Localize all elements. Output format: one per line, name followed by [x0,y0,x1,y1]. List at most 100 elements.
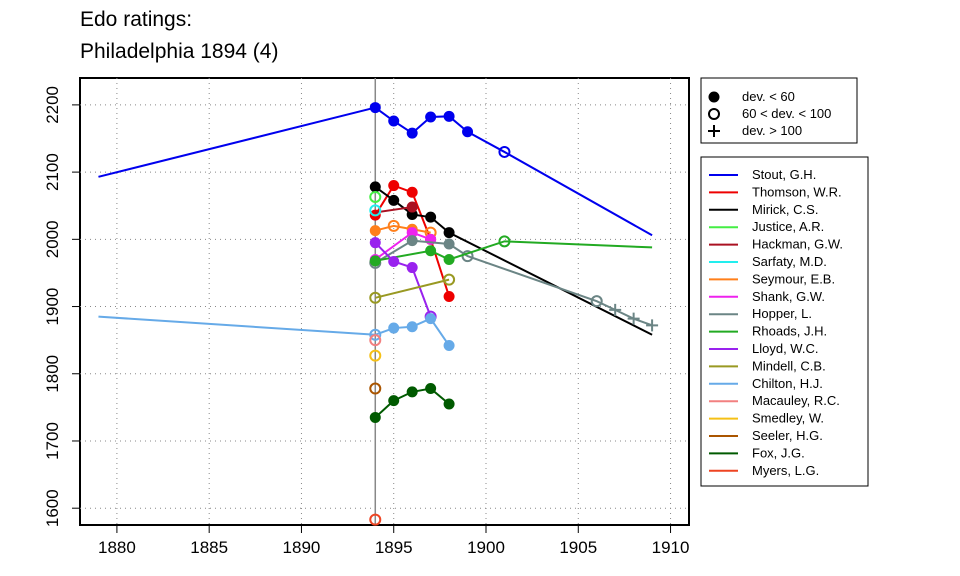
data-point [443,238,455,250]
series-sarfaty-m-d [369,204,382,217]
marker-legend-symbol [708,91,720,103]
x-tick-label: 1900 [467,538,505,557]
data-point [425,211,437,223]
data-point [443,290,455,302]
series-legend-label: Macauley, R.C. [752,393,840,408]
data-point [369,225,381,237]
x-tick-label: 1895 [375,538,413,557]
series-legend-label: Hackman, G.W. [752,237,843,252]
series-legend-label: Myers, L.G. [752,463,819,478]
data-point [627,312,640,325]
series-legend-label: Mirick, C.S. [752,202,818,217]
x-tick-label: 1910 [652,538,690,557]
series-legend-label: Stout, G.H. [752,167,816,182]
data-point [369,102,381,114]
x-tick-label: 1885 [190,538,228,557]
data-point [406,386,418,398]
y-tick-label: 1600 [43,489,62,527]
data-point [388,194,400,206]
data-point [406,262,418,274]
data-point [388,180,400,192]
data-point [369,328,382,341]
axes: 1880 1885 1890 1895 1900 1905 1910 1600 1700 1800… [43,86,689,557]
series-line [375,278,450,299]
data-point [369,349,382,362]
series-legend-label: Seeler, H.G. [752,428,823,443]
data-point [388,395,400,407]
series-line [374,241,432,317]
data-point [646,319,659,332]
marker-legend-label: 60 < dev. < 100 [742,106,831,121]
series-stout-g-h [98,102,653,237]
series-hopper-l [369,235,659,332]
data-point [387,219,400,232]
y-tick-label: 1700 [43,422,62,460]
series-legend-box [700,156,869,487]
data-point [443,273,456,286]
series-legend-label: Seymour, E.B. [752,271,835,286]
series-line [375,240,653,262]
series-legend-label: Lloyd, W.C. [752,341,818,356]
data-point [406,127,418,139]
data-point [369,411,381,423]
data-point [609,303,622,316]
x-tick-label: 1890 [283,538,321,557]
data-point [406,235,418,247]
series-legend-label: Hopper, L. [752,306,812,321]
series-legend-label: Rhoads, J.H. [752,324,827,339]
data-point [369,513,382,526]
series-line [375,206,413,214]
marker-legend-label: dev. < 60 [742,89,795,104]
data-point [369,291,382,304]
data-point [425,245,437,257]
series-legend-label: Chilton, H.J. [752,376,823,391]
data-point [425,313,437,325]
data-point [369,255,381,267]
series-seymour-e-b [369,219,437,239]
data-point [388,256,400,268]
data-point [369,237,381,249]
series-legend-label: Mindell, C.B. [752,358,826,373]
series-legend-label: Sarfaty, M.D. [752,254,827,269]
data-point [369,382,382,395]
data-point [443,227,455,239]
x-tick-label: 1905 [559,538,597,557]
series-legend-label: Fox, J.G. [752,445,805,460]
y-tick-label: 2100 [43,153,62,191]
data-point [443,253,455,265]
marker-legend-symbol [708,108,720,120]
data-point [388,115,400,127]
data-point [369,190,382,203]
data-point [590,295,603,308]
data-point [498,145,511,158]
series-hackman-g-w [375,201,418,214]
data-point [369,204,382,217]
series-legend-label: Thomson, W.R. [752,184,842,199]
data-point [369,181,381,193]
data-point [443,110,455,122]
data-point [406,201,418,213]
y-tick-label: 1800 [43,355,62,393]
data-point [406,186,418,198]
marker-legend-symbol [708,125,720,137]
y-tick-label: 1900 [43,288,62,326]
data-point [443,398,455,410]
series-chilton-h-j [98,313,455,352]
x-tick-label: 1880 [98,538,136,557]
data-point [425,383,437,395]
chart-subtitle: Philadelphia 1894 (4) [80,40,279,63]
series-group [98,102,659,526]
series-smedley-w [369,349,382,362]
series-legend-label: Justice, A.R. [752,219,824,234]
series-legend-label: Smedley, W. [752,411,824,426]
series-fox-j-g [369,383,455,423]
data-point [443,340,455,352]
y-tick-label: 2000 [43,220,62,258]
data-point [369,334,382,347]
series-rhoads-j-h [369,235,653,267]
marker-legend-box [700,77,858,144]
series-line [375,224,431,234]
data-point [498,235,511,248]
marker-legend-label: dev. > 100 [742,123,802,138]
